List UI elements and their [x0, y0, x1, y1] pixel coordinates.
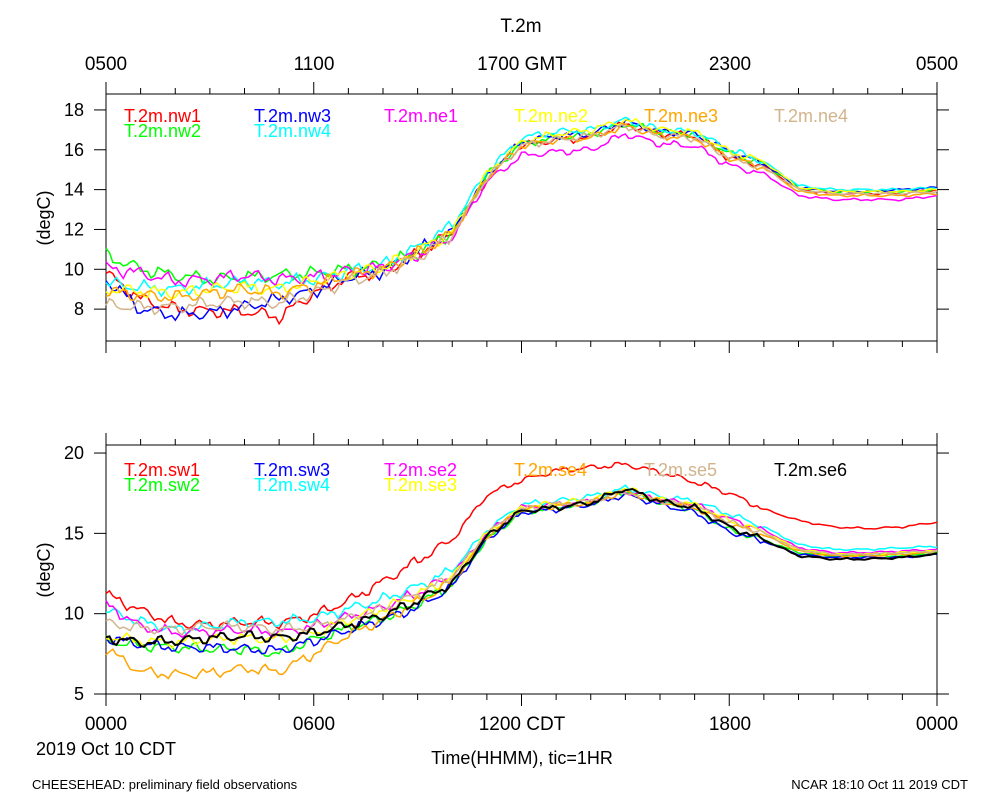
bottom-axis-label: 1800	[709, 714, 751, 735]
series-line-t-2m-sw1	[105, 461, 938, 632]
y-tick-label: 10	[64, 604, 84, 624]
series-line-t-2m-sw2	[105, 491, 938, 657]
legend-entry: T.2m.se4	[514, 460, 587, 480]
y-tick-label: 18	[64, 100, 84, 120]
bottom-axis-label: 0000	[916, 714, 958, 735]
x-axis-title: Time(HHMM), tic=1HR	[431, 748, 613, 768]
legend-entry: T.2m.ne1	[384, 106, 458, 126]
legend-entry: T.2m.se2	[384, 460, 457, 480]
legend-entry: T.2m.se6	[774, 460, 847, 480]
y-tick-label: 10	[64, 259, 84, 279]
legend-entry: T.2m.sw3	[254, 460, 330, 480]
bottom-axis-label: 0000	[85, 714, 127, 735]
top-axis-label: 1700 GMT	[477, 54, 567, 75]
series-line-t-2m-ne3	[105, 122, 938, 303]
legend-entry: T.2m.se3	[384, 475, 457, 495]
y-tick-label: 14	[64, 180, 84, 200]
footer-left: CHEESEHEAD: preliminary field observatio…	[32, 777, 298, 792]
series-line-t-2m-sw4	[105, 484, 938, 635]
bottom-axis-label: 0600	[293, 714, 335, 735]
legend-entry: T.2m.nw1	[124, 106, 201, 126]
legend-entry: T.2m.nw4	[254, 121, 331, 141]
series-line-t-2m-se2	[105, 491, 938, 640]
figure-title: T.2m	[500, 16, 541, 37]
series-line-t-2m-se5	[105, 490, 938, 636]
top-axis-label: 0500	[916, 54, 958, 75]
legend-entry: T.2m.ne3	[644, 106, 718, 126]
legend-entry: T.2m.ne2	[514, 106, 588, 126]
legend-entry: T.2m.nw3	[254, 106, 331, 126]
top-axis-label: 1100	[294, 54, 335, 75]
y-tick-label: 20	[64, 443, 84, 463]
top-axis-label: 0500	[85, 54, 127, 75]
y-tick-label: 16	[64, 140, 84, 160]
series-line-t-2m-ne4	[105, 123, 938, 316]
y-tick-label: 12	[64, 219, 84, 239]
bottom-axis-label: 1200 CDT	[479, 714, 566, 735]
south-ylabel: (degC)	[34, 542, 54, 597]
series-line-t-2m-ne1	[105, 133, 938, 288]
legend-entry: T.2m.ne4	[774, 106, 848, 126]
legend-entry: T.2m.nw2	[124, 121, 201, 141]
y-tick-label: 8	[74, 299, 84, 319]
series-line-t-2m-se6	[105, 487, 938, 649]
y-tick-label: 15	[64, 523, 84, 543]
legend-entry: T.2m.sw4	[254, 475, 330, 495]
series-line-t-2m-sw3	[105, 492, 938, 655]
north-ylabel: (degC)	[34, 190, 54, 245]
legend-entry: T.2m.sw1	[124, 460, 200, 480]
y-tick-label: 5	[74, 684, 84, 704]
legend-entry: T.2m.se5	[644, 460, 717, 480]
top-axis-label: 2300	[709, 54, 751, 75]
north-plot-frame	[105, 93, 938, 342]
footer-right: NCAR 18:10 Oct 11 2019 CDT	[791, 777, 968, 792]
date-label: 2019 Oct 10 CDT	[36, 739, 176, 759]
legend-entry: T.2m.sw2	[124, 475, 200, 495]
